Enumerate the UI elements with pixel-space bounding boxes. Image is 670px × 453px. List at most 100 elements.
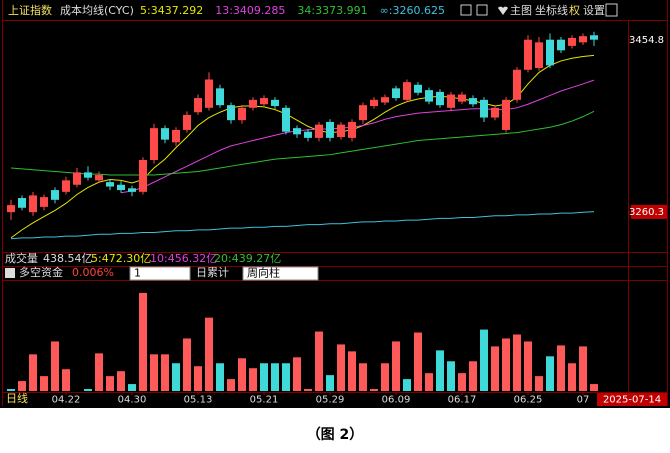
candle-body [590,35,598,40]
bar [84,389,92,391]
bar [436,350,444,391]
bar [447,361,455,391]
bar [194,366,202,391]
candle-body [480,99,488,118]
bar [117,371,125,391]
candle-body [260,98,268,105]
volume-ma: 20:439.27亿 [214,252,281,265]
candle-body [216,88,224,106]
bar [95,353,103,391]
background [0,0,670,408]
frame [2,0,668,406]
bar [425,373,433,391]
bar [62,369,70,391]
bar [469,361,477,391]
bar [502,338,510,391]
bar [359,363,367,391]
bar [260,363,268,391]
bar [271,363,279,391]
bar [304,389,312,391]
candle-body [194,98,202,113]
candle-body [348,121,356,138]
period-select-text: 1 [134,267,141,280]
toolbar-button[interactable]: 主图 [510,4,532,17]
x-tick-label: 06.25 [514,395,543,406]
candle-body [238,107,246,121]
candle-body [469,98,477,105]
volume-ma: 5:472.30亿 [91,252,151,265]
bar [480,329,488,391]
bar [403,379,411,391]
x-tick-label: 06.09 [382,395,411,406]
candle-body [447,94,455,108]
period-label: 日线 [6,391,28,405]
bar [590,384,598,391]
candle-body [62,180,70,192]
help-icon[interactable] [5,268,15,278]
candle-body [293,128,301,135]
bar [414,332,422,391]
candle-body [161,128,169,140]
candle-body [359,105,367,121]
indicator-name: 成本均线(CYC) [60,3,134,17]
bar [139,292,147,391]
bar [128,384,136,391]
legend-entry: ∞:3260.625 [380,4,445,17]
candle-body [128,188,136,192]
current-date: 2025-07-14 [603,395,661,406]
bar [106,376,114,391]
candle-body [227,105,235,121]
y-tick-label: 3454.8 [629,35,664,46]
candle-body [150,128,158,160]
candle-body [7,205,15,213]
bar [348,351,356,391]
candle-body [282,107,290,132]
style-select[interactable] [242,266,319,281]
bar [172,363,180,391]
bar [40,376,48,391]
candle-body [535,42,543,68]
bar [392,341,400,391]
bar [458,373,466,391]
bar [337,344,345,391]
ma-line [10,110,595,176]
candle-body [524,39,532,70]
ma-line [10,211,595,240]
candle-body [502,99,510,130]
toolbar-button[interactable]: 设置 [583,4,605,17]
bar [282,363,290,391]
bar [29,354,37,391]
bar [315,331,323,391]
toolbar-button[interactable]: 坐标线 [535,3,568,17]
candle-body [370,99,378,107]
bar [227,379,235,391]
x-tick-label: 07 [577,395,590,406]
legend-entry: 5:3437.292 [140,4,203,17]
ma-line [10,54,595,239]
candle-body [139,160,147,192]
x-tick-label: 04.30 [118,395,147,406]
bar [238,358,246,391]
bar [524,341,532,391]
candle-body [513,69,521,100]
candle-body [29,195,37,213]
legend-entry: 34:3373.991 [297,4,367,17]
panel-value: 0.006% [72,266,114,279]
x-tick-label: 05.29 [316,395,345,406]
candle-body [84,172,92,178]
date-box [597,393,667,406]
period-select[interactable] [129,266,191,281]
bar [381,363,389,391]
candle-body [315,124,323,138]
bar [557,345,565,391]
candle-body [403,82,411,100]
bar [249,368,257,391]
toolbar-button[interactable]: 权 [569,4,580,17]
candle-body [249,99,257,108]
bar [161,354,169,391]
candle-body [172,129,180,143]
candle-body [579,36,587,43]
candle-body [205,79,213,108]
screenshot: 上证指数 成本均线(CYC) 主图 坐标线 权 设置 成交量 438.54亿 5… [0,0,670,408]
candle-body [337,124,345,137]
